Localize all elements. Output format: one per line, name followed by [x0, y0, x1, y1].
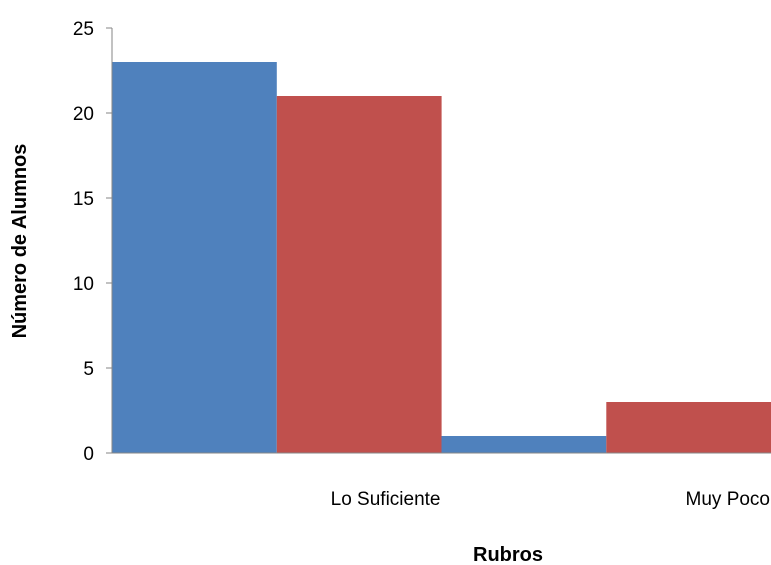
y-ticks-layer: 0 5 10 15 20 25: [73, 19, 112, 465]
y-tick-label: 0: [83, 444, 94, 465]
x-ticks-layer: Lo Suficiente Muy Poco: [331, 489, 770, 510]
plot-area: 0 5 10 15 20 25 Lo Suficiente Muy Poco: [73, 19, 771, 510]
y-axis-title: Número de Alumnos: [9, 144, 31, 339]
bar-series-1-category-1: [112, 62, 277, 453]
bar-series-2-category-2: [606, 402, 771, 453]
y-tick-label: 10: [73, 274, 94, 295]
y-tick-label: 5: [83, 359, 94, 380]
y-tick-label: 15: [73, 189, 94, 210]
x-axis-title: Rubros: [473, 544, 543, 565]
y-tick-label: 25: [73, 19, 94, 40]
bars-layer: [112, 62, 771, 453]
bar-series-2-category-1: [276, 96, 442, 453]
x-tick-label: Lo Suficiente: [331, 489, 441, 510]
x-tick-label: Muy Poco: [686, 489, 770, 510]
bar-series-1-category-2: [441, 436, 607, 453]
y-tick-label: 20: [73, 104, 94, 125]
